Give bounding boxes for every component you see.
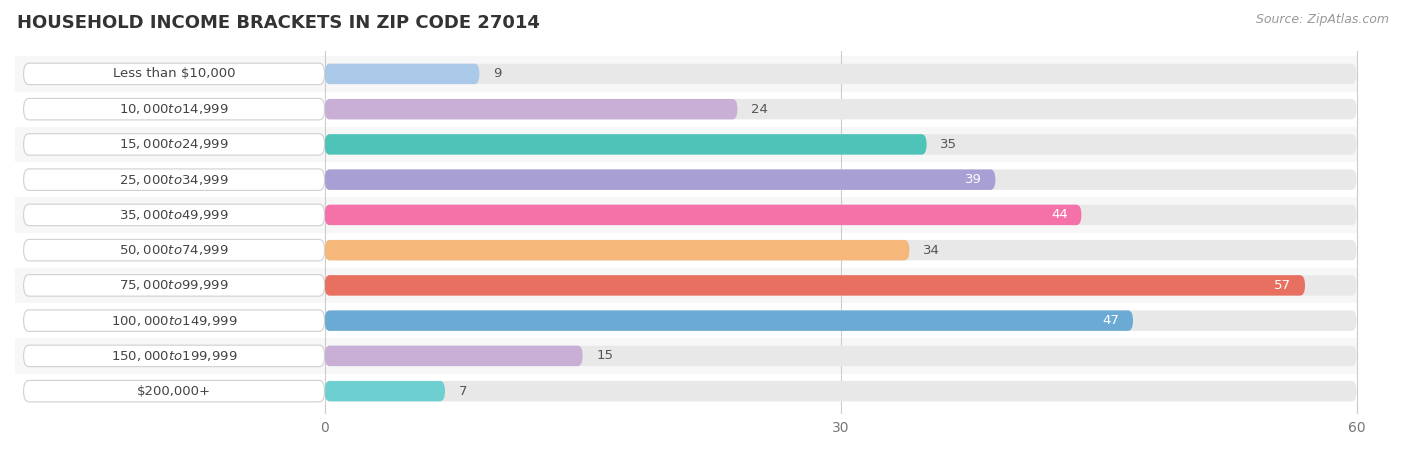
FancyBboxPatch shape xyxy=(325,170,995,190)
Text: $25,000 to $34,999: $25,000 to $34,999 xyxy=(120,173,229,187)
FancyBboxPatch shape xyxy=(325,381,446,401)
FancyBboxPatch shape xyxy=(325,170,1357,190)
Text: $10,000 to $14,999: $10,000 to $14,999 xyxy=(120,102,229,116)
Text: Less than $10,000: Less than $10,000 xyxy=(112,68,235,81)
FancyBboxPatch shape xyxy=(24,310,325,331)
Text: $15,000 to $24,999: $15,000 to $24,999 xyxy=(120,137,229,151)
FancyBboxPatch shape xyxy=(325,275,1305,296)
Text: 35: 35 xyxy=(941,138,957,151)
Text: $200,000+: $200,000+ xyxy=(138,385,211,398)
Text: 24: 24 xyxy=(751,103,768,116)
Text: 47: 47 xyxy=(1102,314,1119,327)
FancyBboxPatch shape xyxy=(24,134,325,155)
FancyBboxPatch shape xyxy=(325,240,910,261)
Text: $50,000 to $74,999: $50,000 to $74,999 xyxy=(120,243,229,257)
Text: 9: 9 xyxy=(494,68,502,81)
FancyBboxPatch shape xyxy=(15,338,1357,373)
Text: HOUSEHOLD INCOME BRACKETS IN ZIP CODE 27014: HOUSEHOLD INCOME BRACKETS IN ZIP CODE 27… xyxy=(17,14,540,32)
FancyBboxPatch shape xyxy=(24,239,325,261)
FancyBboxPatch shape xyxy=(325,346,582,366)
FancyBboxPatch shape xyxy=(15,127,1357,162)
FancyBboxPatch shape xyxy=(24,274,325,296)
FancyBboxPatch shape xyxy=(24,99,325,120)
Text: 7: 7 xyxy=(458,385,467,398)
FancyBboxPatch shape xyxy=(325,205,1081,225)
FancyBboxPatch shape xyxy=(15,197,1357,233)
Text: 34: 34 xyxy=(924,243,941,256)
FancyBboxPatch shape xyxy=(15,303,1357,338)
FancyBboxPatch shape xyxy=(15,233,1357,268)
Text: $75,000 to $99,999: $75,000 to $99,999 xyxy=(120,279,229,292)
FancyBboxPatch shape xyxy=(325,240,1357,261)
FancyBboxPatch shape xyxy=(325,275,1357,296)
Text: $150,000 to $199,999: $150,000 to $199,999 xyxy=(111,349,238,363)
FancyBboxPatch shape xyxy=(24,380,325,402)
FancyBboxPatch shape xyxy=(15,56,1357,91)
FancyBboxPatch shape xyxy=(325,310,1133,331)
Text: 57: 57 xyxy=(1274,279,1291,292)
FancyBboxPatch shape xyxy=(15,374,1357,409)
Text: 44: 44 xyxy=(1050,208,1067,221)
Text: $100,000 to $149,999: $100,000 to $149,999 xyxy=(111,314,238,328)
FancyBboxPatch shape xyxy=(24,169,325,190)
FancyBboxPatch shape xyxy=(15,268,1357,303)
FancyBboxPatch shape xyxy=(325,99,737,119)
FancyBboxPatch shape xyxy=(325,381,1357,401)
Text: 15: 15 xyxy=(596,349,613,362)
Text: 39: 39 xyxy=(965,173,981,186)
FancyBboxPatch shape xyxy=(325,310,1357,331)
FancyBboxPatch shape xyxy=(325,64,479,84)
FancyBboxPatch shape xyxy=(325,134,1357,155)
FancyBboxPatch shape xyxy=(15,91,1357,127)
FancyBboxPatch shape xyxy=(325,99,1357,119)
FancyBboxPatch shape xyxy=(325,205,1357,225)
Text: Source: ZipAtlas.com: Source: ZipAtlas.com xyxy=(1256,14,1389,27)
FancyBboxPatch shape xyxy=(15,162,1357,197)
FancyBboxPatch shape xyxy=(24,204,325,225)
FancyBboxPatch shape xyxy=(325,134,927,155)
FancyBboxPatch shape xyxy=(24,63,325,85)
FancyBboxPatch shape xyxy=(325,64,1357,84)
Text: $35,000 to $49,999: $35,000 to $49,999 xyxy=(120,208,229,222)
FancyBboxPatch shape xyxy=(325,346,1357,366)
FancyBboxPatch shape xyxy=(24,345,325,367)
